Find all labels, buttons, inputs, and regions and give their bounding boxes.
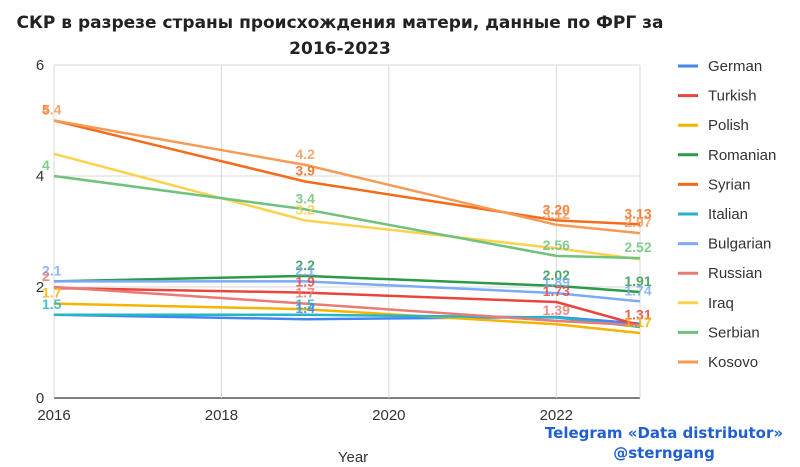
data-label: 2.02: [543, 267, 570, 283]
legend-label: Syrian: [708, 176, 751, 193]
data-label: 2.52: [624, 239, 651, 255]
data-label: 1.7: [295, 285, 315, 301]
x-tick-label: 2020: [372, 407, 405, 424]
legend-label: Serbian: [708, 324, 760, 341]
data-label: 1.73: [543, 283, 570, 299]
series-lines: [53, 119, 641, 335]
chart-title-line2: 2016-2023: [289, 39, 391, 59]
x-tick-label: 2018: [205, 407, 238, 424]
data-label: 2: [42, 268, 50, 284]
y-tick-label: 2: [36, 279, 44, 296]
data-label: 1.39: [543, 302, 570, 318]
data-label: 2.97: [624, 214, 651, 230]
y-tick-label: 4: [36, 168, 44, 185]
legend-label: Kosovo: [708, 354, 758, 371]
data-label: 3.13: [624, 205, 651, 221]
gridlines: [53, 64, 641, 399]
legend-label: Polish: [708, 117, 749, 134]
series-line-bulgarian: [54, 280, 641, 303]
series-line-turkish: [53, 286, 641, 327]
data-label: 2.1: [295, 262, 315, 278]
legend-label: Russian: [708, 265, 762, 282]
data-label: 1.7: [42, 285, 62, 301]
y-axis-ticks: 0 2 4 6: [36, 57, 44, 407]
x-tick-label: 2016: [37, 407, 70, 424]
chart-title-line1: СКР в разрезе страны происхождения матер…: [17, 13, 664, 33]
data-label: 3.2: [295, 201, 315, 217]
data-label: 2.56: [543, 237, 570, 253]
series-line-syrian: [53, 119, 641, 226]
data-label: 1.4: [295, 300, 315, 316]
data-label: 1.74: [624, 282, 651, 298]
series-line-kosovo: [53, 119, 641, 235]
series-line-german: [53, 313, 641, 325]
data-label: 4.2: [295, 146, 315, 162]
legend-label: German: [708, 58, 762, 75]
series-line-iraq: [53, 152, 641, 261]
data-label: 2.1: [42, 262, 62, 278]
legend-label: Bulgarian: [708, 236, 771, 253]
data-label: 1.89: [543, 274, 570, 290]
x-axis-ticks: 2016 2018 2020 2022: [37, 407, 573, 424]
series-line-romanian: [53, 274, 641, 294]
data-label: 3.12: [543, 206, 570, 222]
data-label: 5: [42, 102, 50, 118]
data-label: 3.9: [295, 163, 315, 179]
series-line-russian: [53, 285, 641, 327]
legend-label: Iraq: [708, 295, 734, 312]
legend: German Turkish Polish Romanian Syrian Italian…: [678, 58, 776, 371]
data-labels: 54.442.121.71.54.23.93.43.22.22.11.91.71…: [42, 102, 652, 331]
data-label: 1.91: [624, 273, 651, 289]
legend-label: Turkish: [708, 88, 757, 105]
series-line-serbian: [53, 174, 641, 260]
data-label: 4.4: [42, 102, 62, 118]
legend-label: Italian: [708, 206, 748, 223]
x-axis-title: Year: [338, 449, 368, 466]
data-label: 2.2: [295, 257, 315, 273]
y-tick-label: 6: [36, 57, 44, 74]
y-tick-label: 0: [36, 390, 44, 407]
legend-label: Romanian: [708, 147, 776, 164]
data-label: 1.31: [624, 306, 651, 322]
watermark-line2: @sterngang: [613, 444, 715, 462]
data-label: 1.5: [42, 296, 62, 312]
data-label: 3.20: [543, 201, 570, 217]
watermark-line1: Telegram «Data distributor»: [545, 424, 783, 442]
data-label: 3.4: [295, 190, 315, 206]
data-label: 1.9: [295, 274, 315, 290]
x-tick-label: 2022: [540, 407, 573, 424]
data-label: 4: [42, 157, 50, 173]
data-label: 1.17: [624, 314, 651, 330]
data-label: 1.5: [295, 296, 315, 312]
